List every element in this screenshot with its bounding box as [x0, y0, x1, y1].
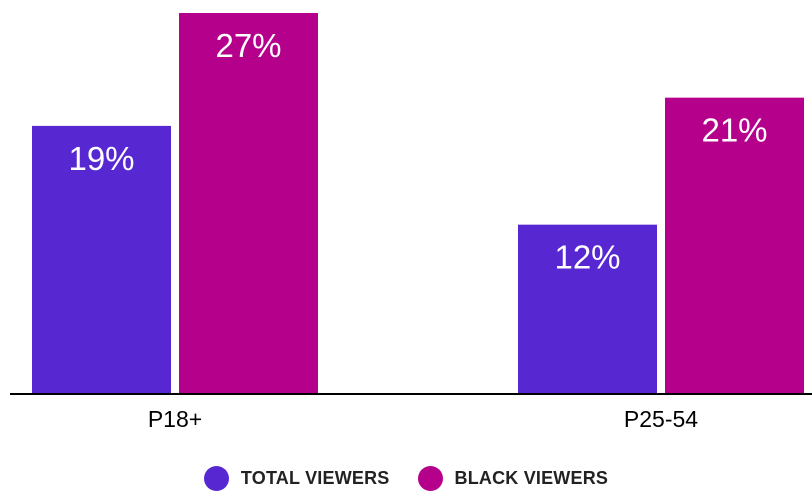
legend-swatch-total-viewers [203, 466, 229, 491]
legend-item-black-viewers: BLACK VIEWERS [417, 466, 609, 491]
legend-item-total-viewers: TOTAL VIEWERS [203, 466, 390, 491]
bar-labels-group: 19% 27% 12% 21% [68, 27, 767, 276]
x-tick-labels: P18+ P25-54 [148, 406, 698, 432]
bar-black-viewers-p25-54 [665, 97, 804, 395]
data-label-black-viewers-p18: 27% [215, 27, 281, 64]
bars-group [32, 13, 804, 395]
legend-label-total-viewers: TOTAL VIEWERS [240, 468, 390, 488]
bar-total-viewers-p25-54 [518, 224, 657, 394]
data-label-total-viewers-p25-54: 12% [554, 239, 620, 276]
data-label-total-viewers-p18: 19% [68, 140, 134, 177]
x-tick-label-p18: P18+ [148, 406, 202, 432]
chart-legend: TOTAL VIEWERS BLACK VIEWERS [0, 466, 812, 491]
legend-label-black-viewers: BLACK VIEWERS [454, 468, 609, 488]
legend-swatch-black-viewers [417, 466, 443, 491]
x-tick-label-p25-54: P25-54 [624, 406, 698, 432]
data-label-black-viewers-p25-54: 21% [701, 112, 767, 149]
bar-black-viewers-p18 [179, 13, 318, 394]
bar-total-viewers-p18 [32, 125, 171, 394]
